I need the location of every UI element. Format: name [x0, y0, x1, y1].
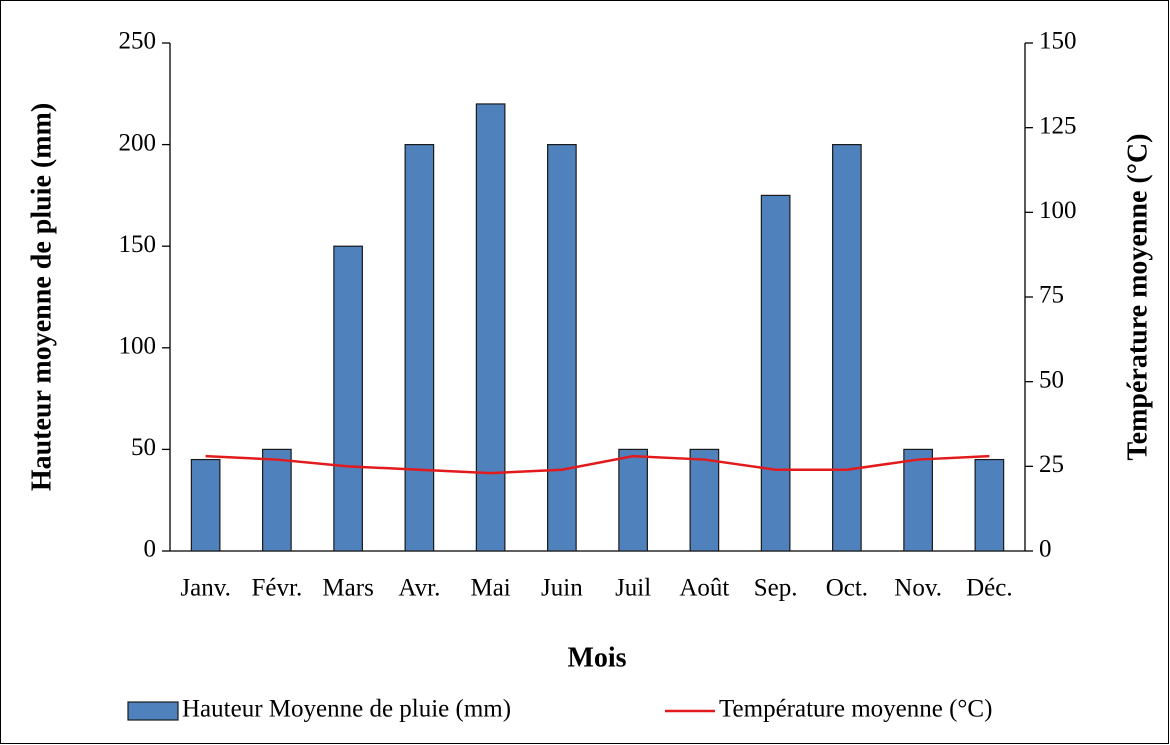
y-tick-label: 50 [131, 434, 156, 461]
bar [903, 448, 933, 552]
x-tick-label: Juil [615, 575, 651, 602]
y2-tick-label: 25 [1039, 451, 1064, 478]
bar [190, 458, 221, 552]
y-tick-label: 250 [119, 28, 157, 55]
bar [404, 144, 435, 552]
x-tick-label: Déc. [966, 575, 1013, 602]
bar [760, 194, 791, 552]
y2-tick-label: 100 [1039, 197, 1077, 224]
y-tick-label: 0 [144, 536, 157, 563]
x-tick-label: Oct. [826, 575, 868, 602]
y-tick-label: 150 [119, 231, 157, 258]
bar [475, 103, 506, 552]
y2-tick-label: 150 [1039, 28, 1077, 55]
y2-tick-label: 0 [1039, 536, 1052, 563]
legend-label: Température moyenne (°C) [719, 696, 992, 723]
y2-tick-label: 75 [1039, 282, 1064, 309]
x-tick-label: Nov. [894, 575, 942, 602]
legend-swatch [127, 701, 179, 721]
bar [618, 448, 648, 552]
bar [689, 448, 720, 552]
legend-label: Hauteur Moyenne de pluie (mm) [182, 696, 511, 723]
x-axis-title: Mois [567, 642, 626, 673]
bar [832, 144, 862, 552]
x-tick-label: Juin [541, 575, 583, 602]
x-tick-label: Avr. [398, 575, 440, 602]
y2-tick-label: 125 [1039, 112, 1077, 139]
y-tick-label: 200 [119, 129, 157, 156]
x-tick-label: Mars [322, 575, 373, 602]
x-tick-label: Août [679, 575, 729, 602]
x-tick-label: Mai [470, 575, 510, 602]
bar [974, 458, 1005, 552]
y2-axis-title: Température moyenne (°C) [1122, 134, 1153, 461]
line [205, 454, 990, 475]
y-tick-label: 100 [119, 333, 157, 360]
x-tick-label: Sep. [754, 575, 798, 602]
bar [333, 245, 363, 552]
bar [547, 144, 577, 552]
y-axis-title: Hauteur moyenne de pluie (mm) [26, 103, 57, 491]
y2-tick-label: 50 [1039, 366, 1064, 393]
bar [262, 448, 292, 552]
x-tick-label: Févr. [252, 575, 303, 602]
x-tick-label: Janv. [180, 575, 230, 602]
